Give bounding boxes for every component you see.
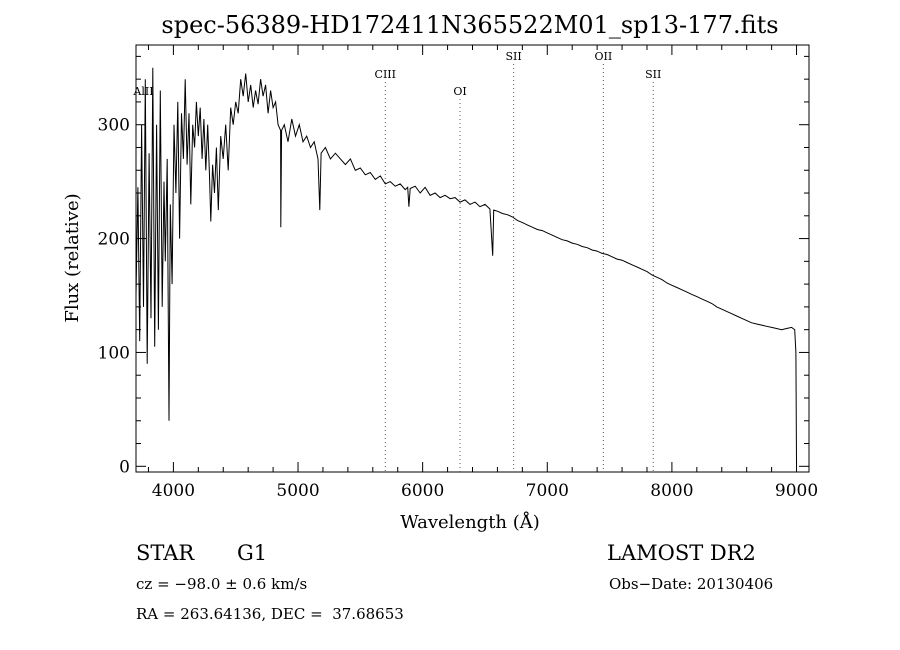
x-axis-label: Wavelength (Å) [400,511,540,533]
obs-date-text: Obs−Date: 20130406 [609,575,774,593]
coordinates-text: RA = 263.64136, DEC = 37.68653 [136,605,404,623]
spectral-line-label: AlII [132,85,153,98]
axis-ticks-layer: 4000 5000 6000 7000 8000 9000 0 100 200 300 [98,45,818,501]
x-tick-label: 6000 [401,481,444,501]
x-tick-label: 9000 [775,481,818,501]
survey-name: LAMOST DR2 [607,541,756,565]
spectral-line-label: OII [595,50,613,63]
y-tick-label: 100 [98,343,130,363]
spectral-line-label: SII [506,50,522,63]
y-axis-label: Flux (relative) [62,193,83,322]
spectral-line-label: OI [453,85,466,98]
y-tick-label: 200 [98,230,130,250]
x-tick-label: 5000 [276,481,319,501]
x-tick-label: 8000 [650,481,693,501]
y-tick-label: 300 [98,116,130,136]
redshift-text: cz = −98.0 ± 0.6 km/s [136,575,308,593]
object-class: STAR [136,541,195,565]
spectral-line-label: SII [645,68,661,81]
y-tick-label: 0 [119,457,130,477]
x-tick-label: 7000 [526,481,569,501]
x-tick-label: 4000 [152,481,195,501]
object-subclass: G1 [237,541,268,565]
spectral-lines-layer: AlII CIII OI SII OII SII [132,50,661,472]
spectrum-line [135,67,797,465]
chart-title: spec-56389-HD172411N365522M01_sp13-177.f… [161,11,778,39]
spectral-line-label: CIII [375,68,396,81]
